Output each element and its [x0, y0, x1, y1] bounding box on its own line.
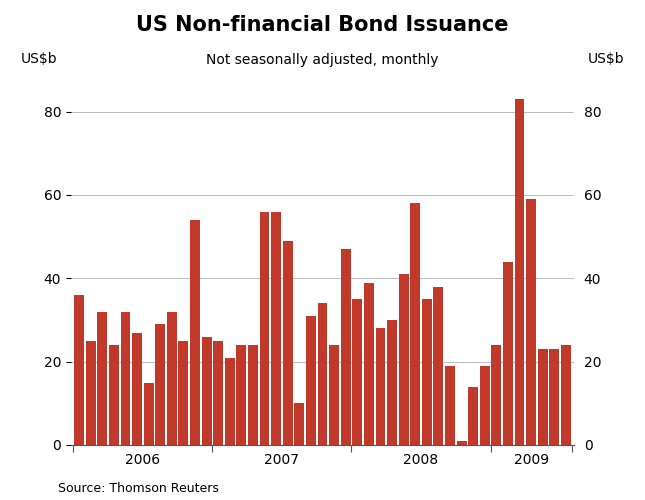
- Bar: [422, 299, 432, 445]
- Bar: [179, 341, 188, 445]
- Title: Not seasonally adjusted, monthly: Not seasonally adjusted, monthly: [206, 54, 439, 68]
- Bar: [213, 341, 223, 445]
- Bar: [561, 345, 571, 445]
- Bar: [387, 320, 397, 445]
- Bar: [306, 316, 316, 445]
- Bar: [202, 336, 212, 445]
- Bar: [271, 212, 281, 445]
- Bar: [538, 349, 548, 445]
- Bar: [109, 345, 119, 445]
- Bar: [457, 441, 466, 445]
- Bar: [121, 312, 130, 445]
- Bar: [225, 358, 235, 445]
- Text: US$b: US$b: [588, 52, 624, 66]
- Bar: [155, 324, 165, 445]
- Bar: [515, 99, 524, 445]
- Bar: [86, 341, 95, 445]
- Bar: [317, 304, 328, 445]
- Bar: [294, 404, 304, 445]
- Bar: [259, 212, 270, 445]
- Bar: [341, 249, 351, 445]
- Text: US Non-financial Bond Issuance: US Non-financial Bond Issuance: [136, 15, 509, 35]
- Bar: [144, 382, 154, 445]
- Bar: [329, 345, 339, 445]
- Bar: [468, 386, 478, 445]
- Bar: [97, 312, 107, 445]
- Bar: [480, 366, 490, 445]
- Bar: [283, 241, 293, 445]
- Bar: [526, 199, 536, 445]
- Bar: [550, 349, 559, 445]
- Bar: [74, 295, 84, 445]
- Bar: [375, 328, 385, 445]
- Bar: [399, 274, 408, 445]
- Text: Source: Thomson Reuters: Source: Thomson Reuters: [58, 482, 219, 495]
- Bar: [352, 299, 362, 445]
- Text: US$b: US$b: [21, 52, 57, 66]
- Bar: [445, 366, 455, 445]
- Bar: [364, 282, 374, 445]
- Bar: [237, 345, 246, 445]
- Bar: [167, 312, 177, 445]
- Bar: [503, 262, 513, 445]
- Bar: [190, 220, 200, 445]
- Bar: [248, 345, 258, 445]
- Bar: [433, 286, 443, 445]
- Bar: [410, 204, 420, 445]
- Bar: [132, 332, 142, 445]
- Bar: [491, 345, 501, 445]
